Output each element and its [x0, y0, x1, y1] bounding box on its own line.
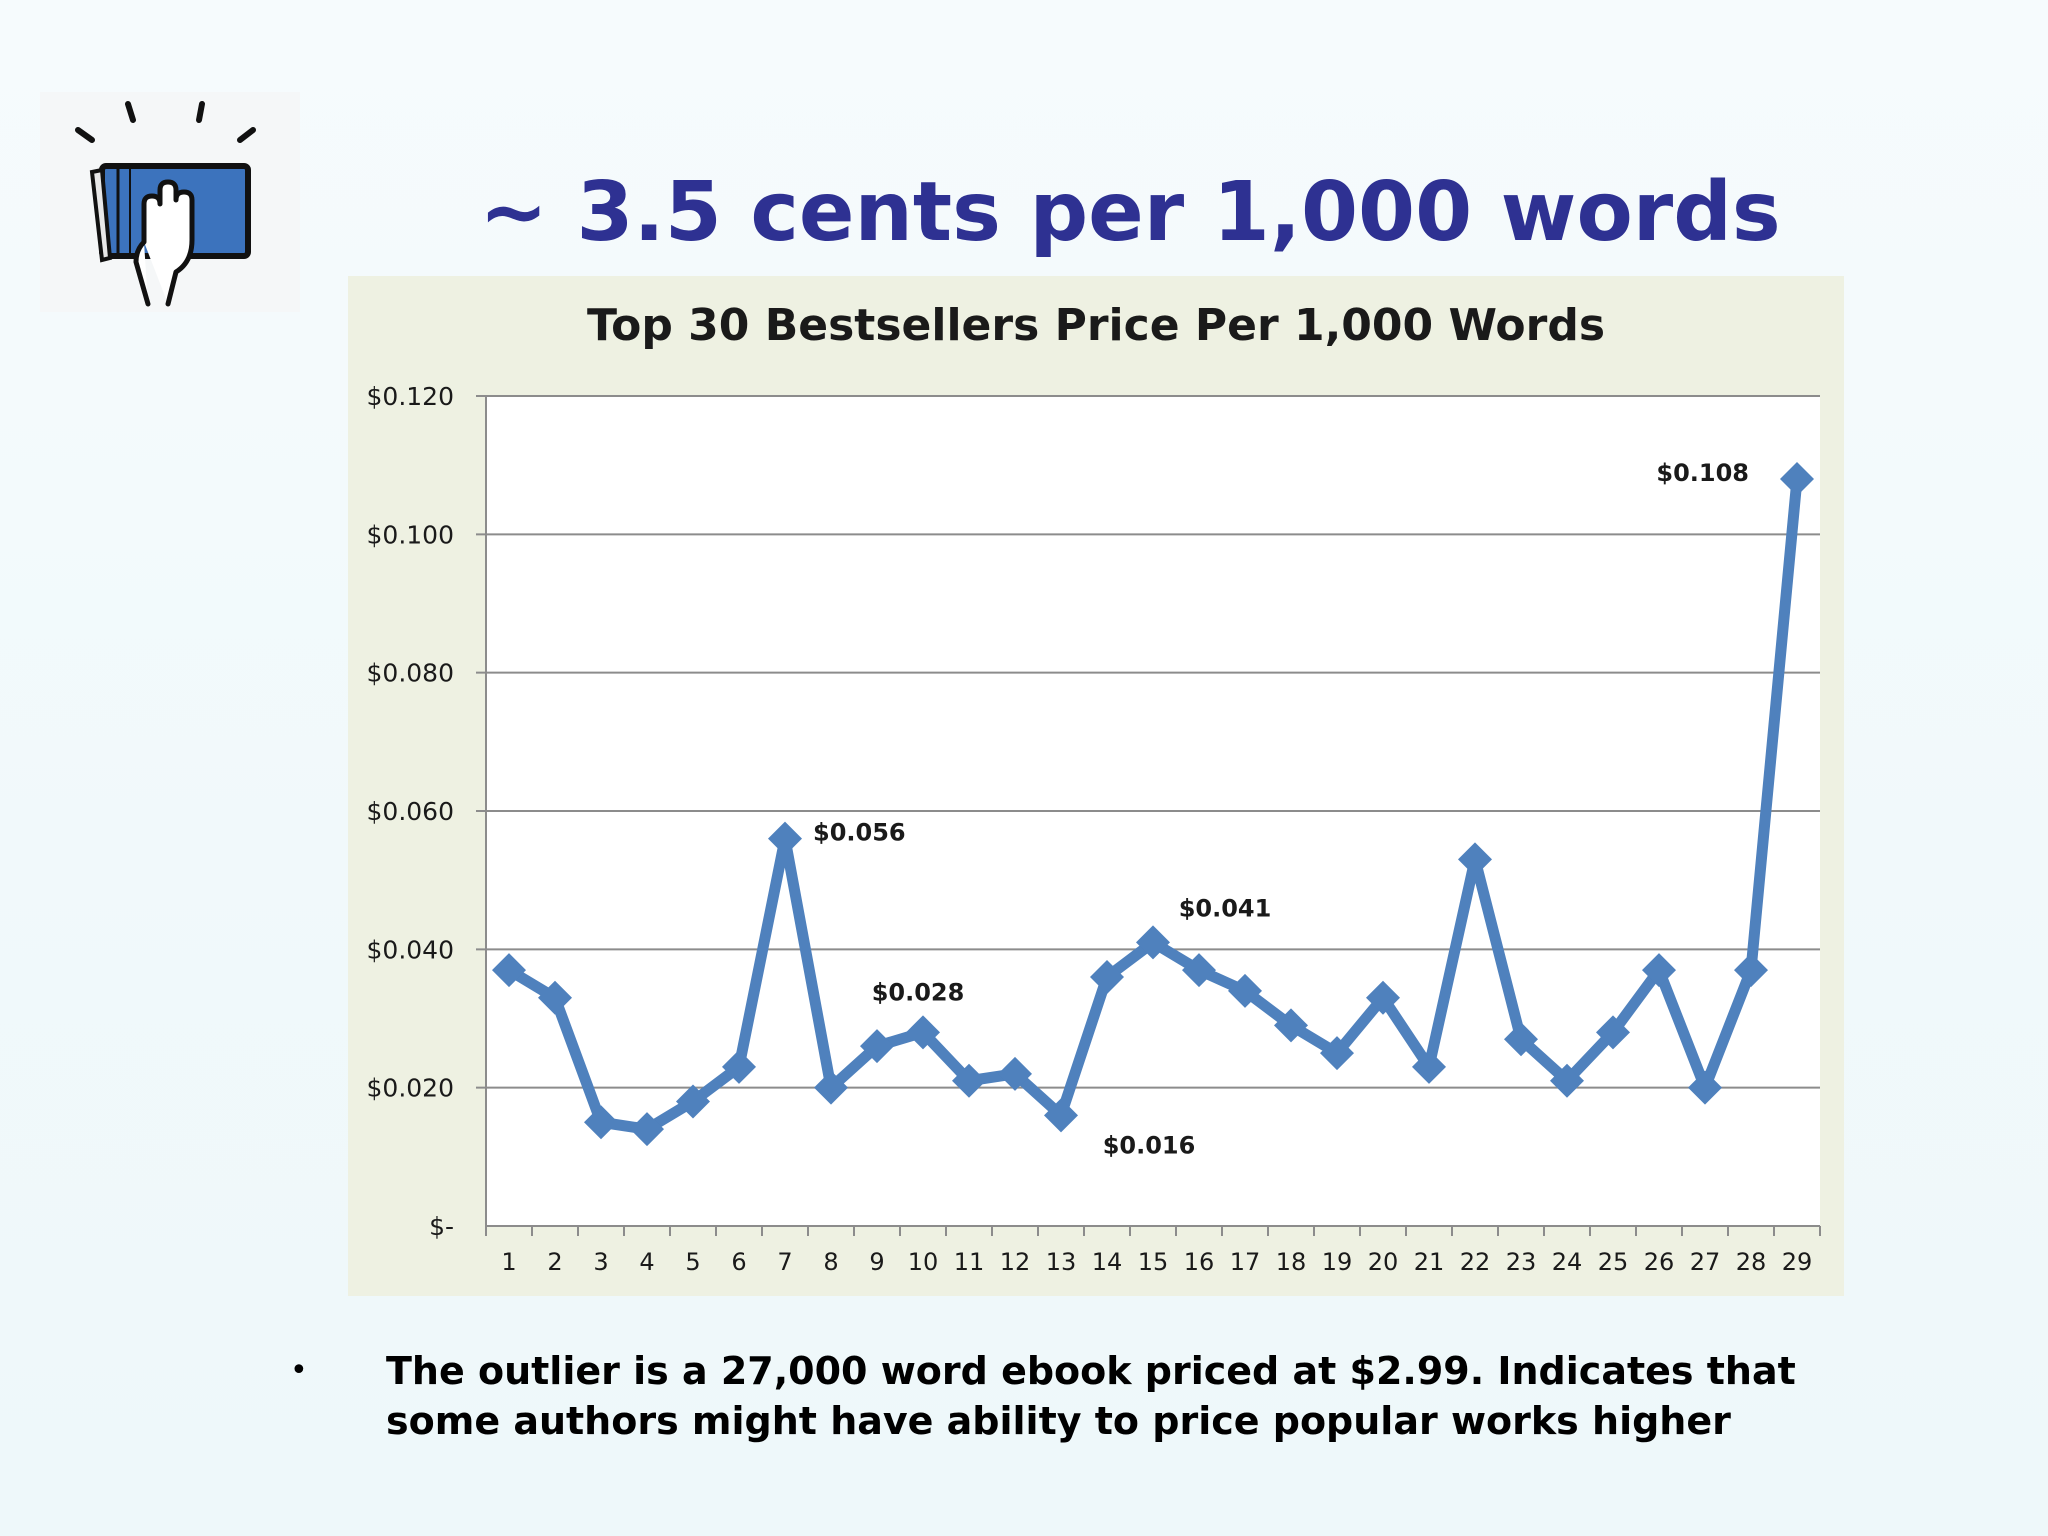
- x-tick-label: 17: [1230, 1248, 1261, 1276]
- chart-title: Top 30 Bestsellers Price Per 1,000 Words: [587, 300, 1605, 351]
- data-label: $0.028: [872, 978, 965, 1006]
- data-point: [1044, 1098, 1078, 1133]
- data-point: [538, 980, 572, 1015]
- y-tick-label: $0.100: [367, 520, 454, 549]
- x-tick-label: 5: [685, 1248, 700, 1276]
- data-point: [952, 1063, 986, 1098]
- data-point: [492, 953, 526, 988]
- data-point: [768, 821, 802, 856]
- data-point: [998, 1056, 1032, 1091]
- data-point: [1504, 1022, 1538, 1057]
- data-point: [1182, 953, 1216, 988]
- data-label: $0.056: [813, 819, 906, 847]
- x-tick-label: 1: [501, 1248, 516, 1276]
- x-tick-label: 15: [1138, 1248, 1169, 1276]
- data-point: [1734, 953, 1768, 988]
- bullet-symbol: •: [290, 1353, 308, 1388]
- x-tick-label: 14: [1092, 1248, 1123, 1276]
- data-point: [1320, 1036, 1354, 1071]
- data-label: $0.041: [1179, 894, 1272, 922]
- data-point: [676, 1084, 710, 1119]
- data-point: [1458, 842, 1492, 877]
- data-label: $0.016: [1103, 1131, 1196, 1159]
- x-tick-label: 10: [908, 1248, 939, 1276]
- data-point: [1090, 960, 1124, 994]
- data-point: [1550, 1063, 1584, 1098]
- x-tick-label: 13: [1046, 1248, 1077, 1276]
- x-tick-label: 8: [823, 1248, 838, 1276]
- bullet-text: The outlier is a 27,000 word ebook price…: [386, 1346, 1986, 1446]
- x-tick-label: 22: [1460, 1248, 1491, 1276]
- x-tick-label: 23: [1506, 1248, 1537, 1276]
- x-tick-label: 20: [1368, 1248, 1399, 1276]
- x-tick-label: 2: [547, 1248, 562, 1276]
- x-tick-label: 21: [1414, 1248, 1445, 1276]
- data-point: [1780, 462, 1814, 496]
- x-tick-label: 19: [1322, 1248, 1353, 1276]
- bullet-line-2: some authors might have ability to price…: [386, 1399, 1731, 1443]
- x-tick-label: 25: [1598, 1248, 1629, 1276]
- data-point: [1228, 973, 1262, 1008]
- slide-title: ~ 3.5 cents per 1,000 words: [479, 165, 1781, 260]
- data-point: [1274, 1008, 1308, 1043]
- data-point: [722, 1049, 756, 1084]
- data-point: [584, 1105, 618, 1140]
- x-tick-label: 18: [1276, 1248, 1307, 1276]
- x-tick-label: 6: [731, 1248, 746, 1276]
- data-point: [1642, 953, 1676, 988]
- x-tick-label: 12: [1000, 1248, 1031, 1276]
- x-tick-label: 28: [1736, 1248, 1767, 1276]
- bullet-line-1: The outlier is a 27,000 word ebook price…: [386, 1349, 1796, 1393]
- data-point: [1136, 925, 1170, 960]
- data-point: [1366, 980, 1400, 1015]
- y-tick-label: $0.080: [367, 659, 454, 688]
- x-tick-label: 26: [1644, 1248, 1675, 1276]
- x-tick-label: 11: [954, 1248, 985, 1276]
- data-point: [630, 1112, 664, 1147]
- y-tick-label: $0.120: [367, 382, 454, 411]
- x-tick-label: 27: [1690, 1248, 1721, 1276]
- y-tick-label: $0.020: [367, 1074, 454, 1103]
- chart: Top 30 Bestsellers Price Per 1,000 Words…: [348, 276, 1844, 1296]
- x-tick-label: 4: [639, 1248, 654, 1276]
- y-tick-label: $-: [429, 1212, 454, 1241]
- data-point: [1412, 1049, 1446, 1084]
- data-point: [814, 1070, 848, 1105]
- y-tick-label: $0.060: [367, 797, 454, 826]
- y-tick-label: $0.040: [367, 935, 454, 964]
- data-point: [1688, 1070, 1722, 1105]
- data-point: [860, 1029, 894, 1064]
- x-tick-label: 16: [1184, 1248, 1215, 1276]
- book-hand-icon: [40, 92, 300, 312]
- x-tick-label: 24: [1552, 1248, 1583, 1276]
- data-label: $0.108: [1656, 459, 1749, 487]
- x-tick-label: 9: [869, 1248, 884, 1276]
- x-tick-label: 3: [593, 1248, 608, 1276]
- data-point: [906, 1015, 940, 1050]
- x-tick-label: 7: [777, 1248, 792, 1276]
- x-tick-label: 29: [1782, 1248, 1813, 1276]
- data-point: [1596, 1015, 1630, 1050]
